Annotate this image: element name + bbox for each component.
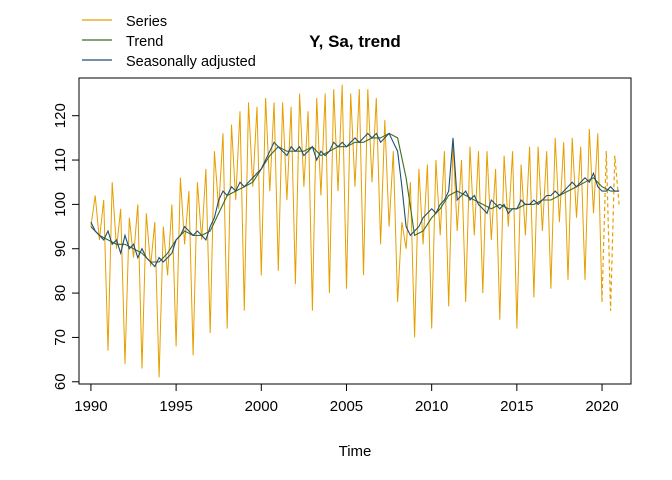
legend-label-series: Series: [126, 14, 167, 30]
y-tick-label: 100: [52, 192, 69, 217]
x-tick-label: 2000: [245, 398, 278, 415]
seasonally-adjusted-line: [90, 132, 620, 268]
x-tick-label: 2020: [585, 398, 618, 415]
x-tick-label: 2015: [500, 398, 533, 415]
series-forecast-line: [601, 151, 620, 311]
legend-label-trend: Trend: [126, 34, 163, 50]
y-axis: 60 70 80 90 100 110 120: [52, 103, 80, 390]
x-tick-label: 1995: [159, 398, 192, 415]
y-tick-label: 60: [52, 373, 69, 390]
y-tick-label: 90: [52, 240, 69, 257]
y-tick-label: 80: [52, 285, 69, 302]
x-tick-label: 1990: [74, 398, 107, 415]
x-tick-label: 2010: [415, 398, 448, 415]
legend: Series Trend Seasonally adjusted: [82, 14, 256, 70]
y-tick-label: 120: [52, 103, 69, 128]
chart-title: Y, Sa, trend: [309, 32, 401, 51]
series-layer: [90, 84, 620, 378]
series-line: [90, 84, 603, 378]
x-axis-label: Time: [339, 443, 372, 460]
y-tick-label: 70: [52, 329, 69, 346]
legend-label-seasonally-adjusted: Seasonally adjusted: [126, 54, 256, 70]
y-tick-label: 110: [52, 148, 69, 172]
x-tick-label: 2005: [330, 398, 363, 415]
x-axis: 1990 1995 2000 2005 2010 2015 2020: [74, 383, 619, 415]
